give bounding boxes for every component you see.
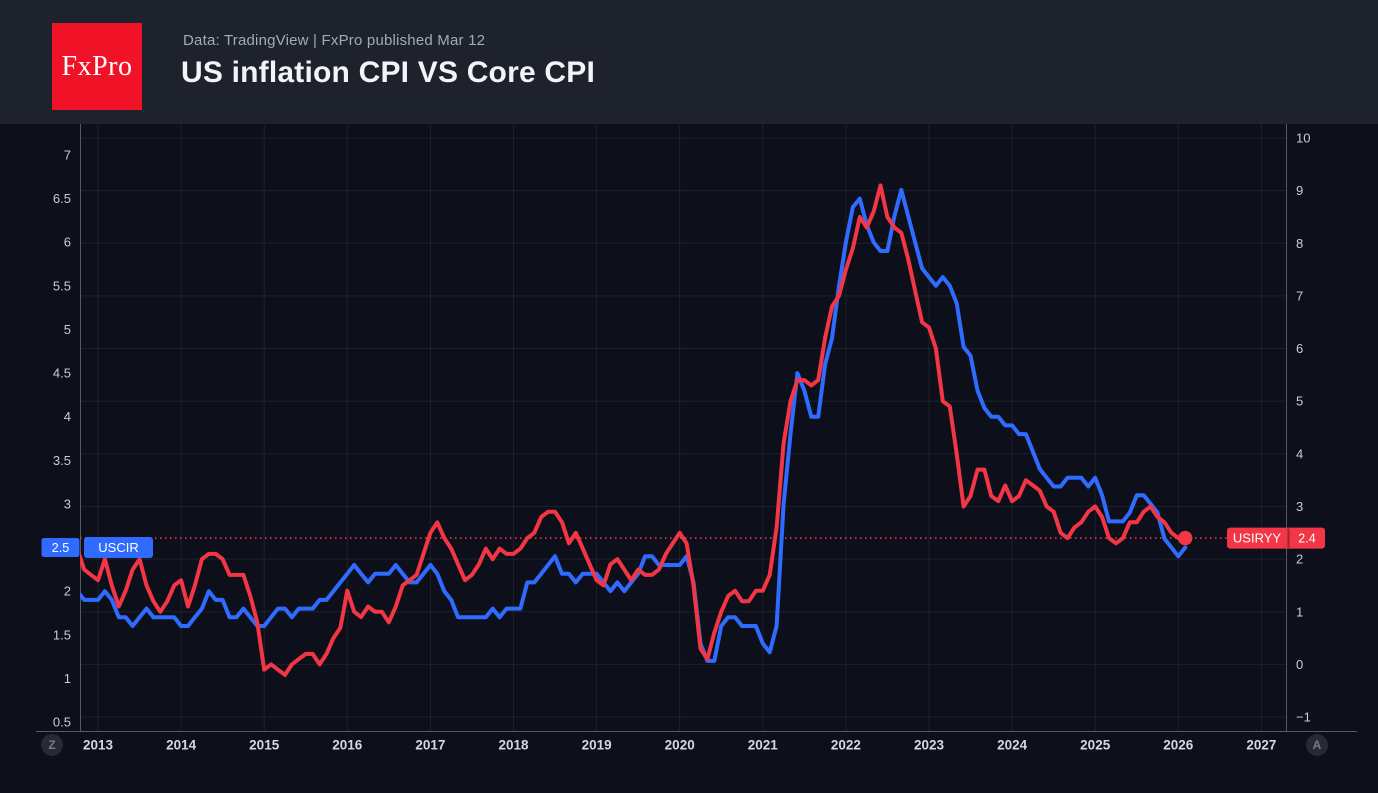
year-tick-label: 2023 (914, 738, 945, 753)
year-tick-label: 2015 (249, 738, 280, 753)
left-axis-tick-label: 7 (64, 148, 71, 163)
year-tick-label: 2018 (498, 738, 529, 753)
uscir-series-label-badge (84, 537, 153, 559)
last-value-dot (1178, 530, 1193, 546)
right-axis-tick-label: 7 (1296, 288, 1303, 303)
uscir-series-label-text: USCIR (98, 540, 138, 555)
page-title: US inflation CPI VS Core CPI (181, 56, 595, 89)
timezone-button[interactable]: Z (41, 734, 63, 756)
year-tick-label: 2021 (748, 738, 779, 753)
uscir-price-badge (41, 538, 80, 558)
left-price-scale[interactable] (36, 124, 79, 731)
uscir-price-badge-value: 2.5 (52, 541, 69, 555)
chart-header: FxPro Data: TradingView | FxPro publishe… (0, 0, 1378, 124)
year-tick-label: 2026 (1163, 738, 1194, 753)
right-axis-tick-label: 1 (1296, 604, 1303, 619)
left-axis-tick-label: 4.5 (53, 366, 71, 381)
usiryy-price-badge (1227, 527, 1325, 549)
chart-pane[interactable] (80, 124, 1286, 731)
year-tick-label: 2024 (997, 738, 1028, 753)
right-axis-tick-label: 6 (1296, 341, 1303, 356)
right-axis-tick-label: 2 (1296, 552, 1303, 567)
chart-area[interactable]: 76.565.554.543.532.521.510.5109876543210… (0, 124, 1378, 788)
left-axis-tick-label: 4 (64, 409, 71, 424)
fxpro-logo-text: FxPro (61, 50, 133, 82)
right-axis-tick-label: −1 (1296, 710, 1311, 725)
left-axis-tick-label: 2 (64, 584, 71, 599)
left-axis-tick-label: 3 (64, 496, 71, 511)
year-tick-label: 2016 (332, 738, 363, 753)
right-axis-tick-label: 3 (1296, 499, 1303, 514)
usiryy-series-label-text: USIRYY (1233, 531, 1281, 546)
right-axis-tick-label: 8 (1296, 236, 1303, 251)
left-axis-tick-label: 3.5 (53, 453, 71, 468)
right-price-scale[interactable] (1287, 124, 1331, 731)
left-axis-tick-label: 5 (64, 322, 71, 337)
right-axis-tick-label: 5 (1296, 394, 1303, 409)
chart-svg[interactable]: 76.565.554.543.532.521.510.5109876543210… (0, 124, 1378, 788)
right-axis-labels: 109876543210−1 (1296, 131, 1311, 725)
year-tick-label: 2019 (582, 738, 612, 753)
series-line-usiryy (80, 183, 1188, 677)
time-axis-labels: 2013 2014 2015 2016 2017 2018 2019 2020 2021 2022… (83, 738, 1276, 753)
series-layer (80, 183, 1188, 677)
series-line-uscir (80, 187, 1188, 663)
year-tick-label: 2020 (665, 738, 695, 753)
left-axis-tick-label: 1 (64, 671, 71, 686)
time-scale[interactable] (36, 732, 1357, 760)
fxpro-logo: FxPro (52, 23, 142, 110)
left-axis-tick-label: 1.5 (53, 627, 71, 642)
left-axis-tick-label: 0.5 (53, 714, 71, 729)
right-axis-tick-label: 4 (1296, 446, 1303, 461)
left-axis-tick-label: 5.5 (53, 278, 71, 293)
year-tick-label: 2027 (1246, 738, 1276, 753)
right-axis-tick-label: 9 (1296, 183, 1303, 198)
year-tick-label: 2025 (1080, 738, 1111, 753)
grid-lines (80, 124, 1286, 731)
usiryy-price-badge-value: 2.4 (1298, 532, 1315, 546)
year-tick-label: 2022 (831, 738, 861, 753)
left-axis-tick-label: 6 (64, 235, 71, 250)
right-axis-tick-label: 0 (1296, 657, 1303, 672)
auto-scale-button[interactable]: A (1306, 734, 1328, 756)
left-axis-tick-label: 6.5 (53, 191, 71, 206)
year-tick-label: 2017 (415, 738, 445, 753)
year-tick-label: 2014 (166, 738, 197, 753)
axis-borders (36, 124, 1357, 732)
year-tick-label: 2013 (83, 738, 114, 753)
source-line: Data: TradingView | FxPro published Mar … (183, 32, 486, 49)
right-axis-tick-label: 10 (1296, 131, 1310, 146)
left-axis-labels: 7 6.5 6 5.5 5 4.5 4 3.5 3 2.5 2 1.5 1 0.5 (53, 148, 71, 730)
